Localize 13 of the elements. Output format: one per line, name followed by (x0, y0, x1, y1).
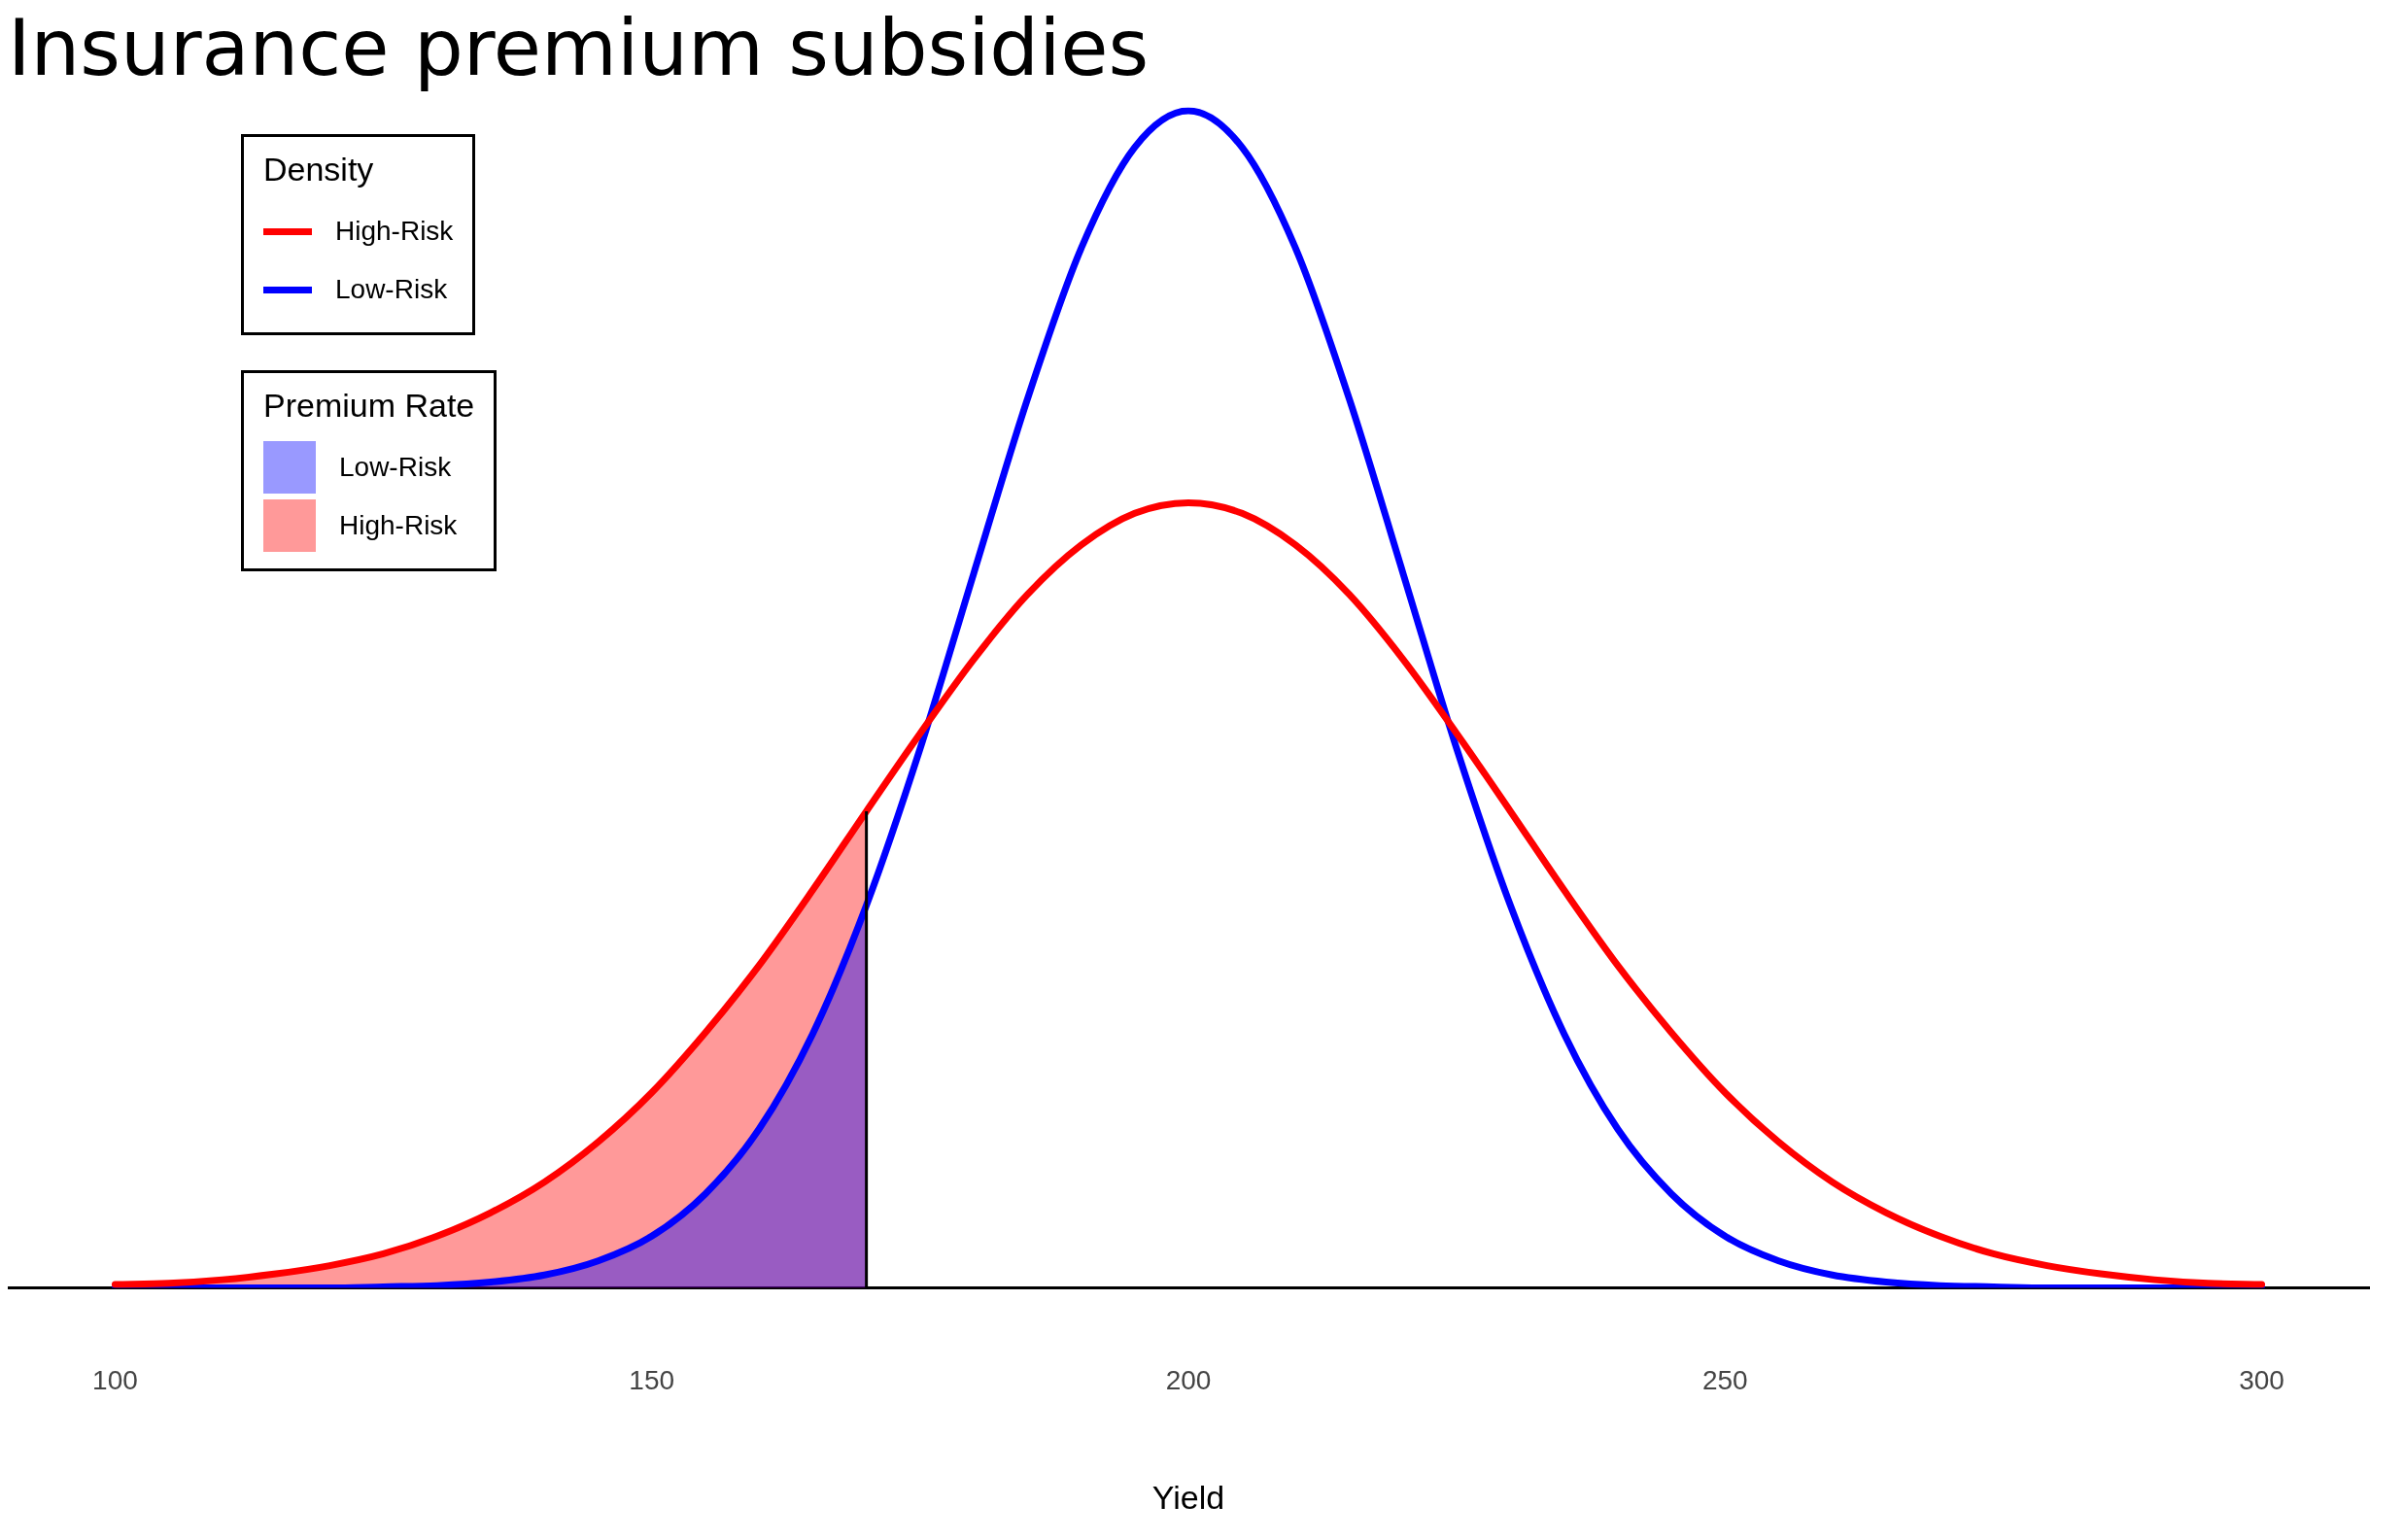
legend-label: High-Risk (338, 509, 459, 542)
legend-label: Low-Risk (338, 451, 453, 484)
legend-title: Density (263, 151, 375, 188)
x-axis-title: Yield (1151, 1478, 1225, 1516)
x-tick-label: 150 (629, 1365, 675, 1396)
legend-label: High-Risk (334, 215, 454, 248)
annotation: Premium Rate (263, 387, 475, 425)
legend-label: Low-Risk (334, 273, 449, 306)
x-tick-label: 300 (2239, 1365, 2284, 1396)
chart-title: Insurance premium subsidies (8, 2, 1150, 93)
x-tick-label: 100 (92, 1365, 138, 1396)
x-tick-label: 200 (1165, 1365, 1212, 1396)
x-tick-label: 250 (1701, 1365, 1748, 1396)
